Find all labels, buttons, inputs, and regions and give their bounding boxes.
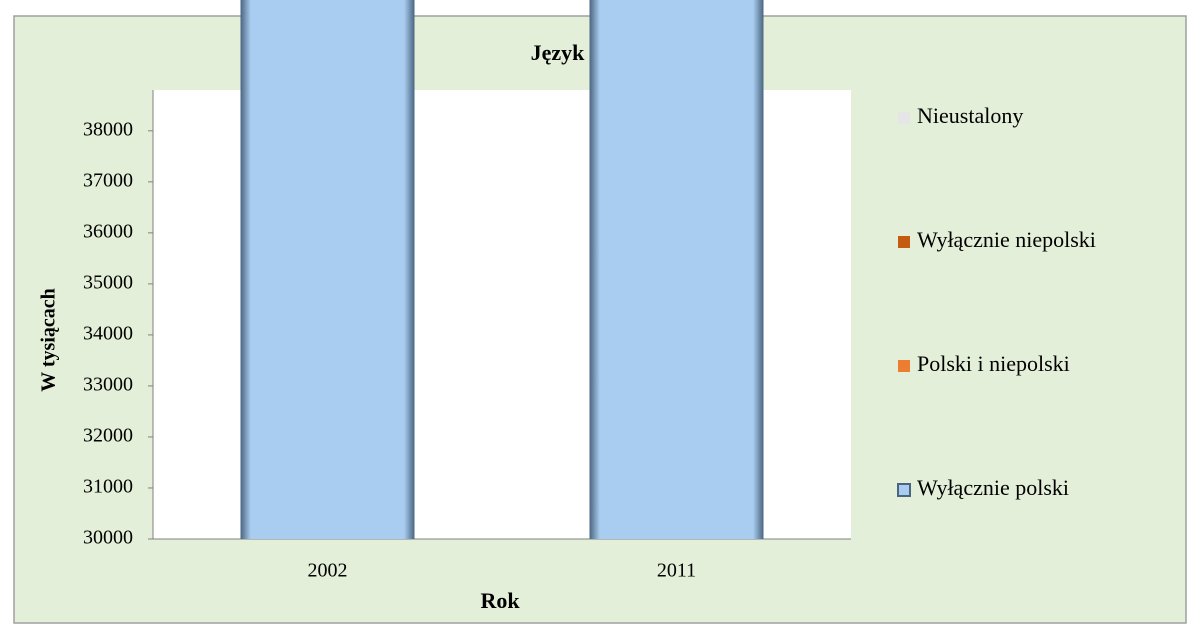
bar-segment: [240, 0, 415, 539]
y-tick-label: 38000: [83, 118, 133, 140]
y-tick-label: 31000: [83, 476, 133, 498]
legend-marker: [898, 236, 910, 248]
y-tick-label: 33000: [83, 374, 133, 396]
bar-segment: [589, 0, 764, 539]
x-tick-label: 2011: [657, 560, 696, 582]
legend-marker: [897, 483, 911, 497]
legend-label: Wyłącznie polski: [917, 475, 1069, 500]
y-tick-label: 30000: [83, 527, 133, 549]
x-tick-label: 2002: [308, 560, 348, 582]
y-axis-label: W tysiącach: [38, 288, 60, 392]
legend-marker: [898, 112, 910, 124]
x-axis-label: Rok: [480, 588, 520, 613]
legend-label: Nieustalony: [917, 103, 1023, 128]
y-tick-label: 36000: [83, 220, 133, 242]
legend-marker: [898, 360, 910, 372]
legend-label: Wyłącznie niepolski: [917, 227, 1096, 252]
y-tick-label: 35000: [83, 271, 133, 293]
y-tick-label: 34000: [83, 323, 133, 345]
y-tick-label: 37000: [83, 169, 133, 191]
legend-label: Polski i niepolski: [917, 351, 1070, 376]
y-tick-label: 32000: [83, 425, 133, 447]
